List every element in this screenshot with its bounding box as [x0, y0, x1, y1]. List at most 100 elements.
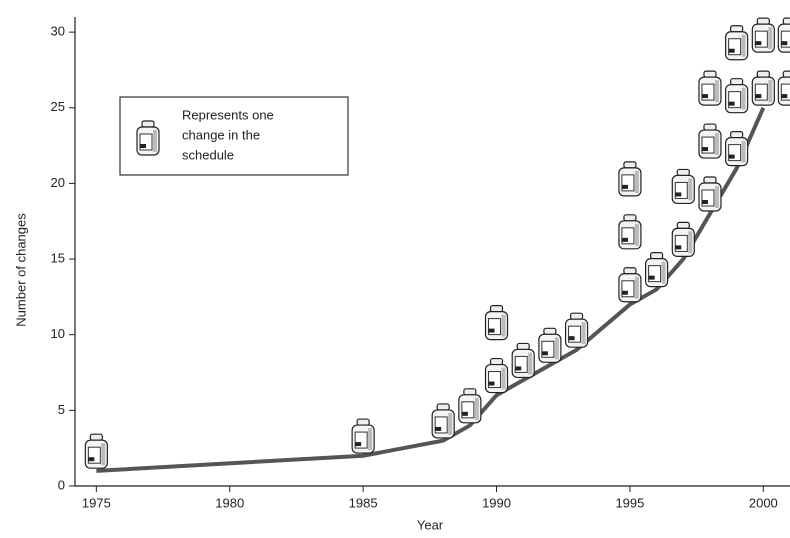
vial: [618, 161, 642, 197]
vial: [725, 78, 749, 114]
vial: [645, 252, 669, 288]
vial: [751, 70, 775, 106]
vial-cap: [703, 176, 717, 184]
vial-cap: [569, 312, 584, 320]
vial-band: [488, 328, 495, 333]
vial-cap: [756, 70, 770, 78]
vial: [511, 342, 535, 379]
vial-label: [780, 83, 790, 101]
vial: [618, 267, 642, 303]
vial-band: [781, 94, 788, 99]
vial-cap: [676, 221, 690, 229]
vial-band: [488, 381, 495, 386]
vial-shade: [768, 27, 773, 50]
x-tick-label: 1985: [349, 495, 378, 510]
x-tick-label: 1990: [482, 495, 511, 510]
vial: [698, 123, 722, 159]
vial-band: [355, 442, 362, 447]
vial-band: [755, 94, 762, 99]
vial-label: [780, 30, 790, 48]
vial-cap: [516, 342, 530, 351]
vial-band: [701, 147, 708, 152]
vial: [671, 168, 695, 205]
vial: [777, 17, 790, 53]
vial: [751, 17, 775, 53]
vial-band: [435, 426, 442, 431]
vial-cap: [89, 433, 103, 441]
legend-text: change in the: [182, 127, 260, 142]
vial-band: [568, 336, 575, 341]
vial-shade: [714, 80, 719, 103]
y-tick-label: 25: [51, 99, 65, 114]
legend-text: schedule: [182, 147, 234, 162]
vial: [725, 25, 749, 61]
vial-shade: [501, 367, 506, 390]
y-tick-label: 15: [51, 251, 65, 266]
legend-text: Represents one: [182, 107, 274, 122]
vial: [458, 388, 482, 424]
vial-band: [461, 411, 468, 416]
vial-band: [675, 192, 682, 197]
vial: [698, 70, 722, 106]
vial-cap: [436, 403, 450, 411]
vial-shade: [688, 178, 693, 201]
y-axis-label: Number of changes: [13, 213, 28, 327]
vial-cap: [676, 168, 690, 177]
vial-band: [140, 144, 146, 148]
vial-band: [701, 94, 708, 99]
vial-cap: [623, 161, 637, 169]
vial-shade: [661, 261, 666, 284]
vial-cap: [703, 70, 717, 78]
vial-band: [728, 101, 735, 106]
vial-cap: [489, 357, 504, 366]
vial-shade: [368, 428, 373, 451]
vial-band: [621, 290, 628, 295]
vial: [484, 357, 509, 394]
vial-shade: [153, 130, 157, 152]
vial-band: [515, 366, 522, 371]
vial-band: [781, 41, 788, 46]
y-tick-label: 30: [51, 24, 65, 39]
x-axis-label: Year: [417, 517, 444, 532]
x-tick-label: 2000: [749, 495, 778, 510]
vial-shade: [741, 140, 746, 163]
vial-shade: [634, 276, 639, 299]
vial-band: [648, 275, 655, 280]
vial-shade: [634, 223, 639, 246]
vial-band: [728, 48, 735, 53]
x-tick-label: 1980: [215, 495, 244, 510]
vial-shade: [714, 133, 719, 156]
vial-cap: [730, 131, 744, 139]
vial-shade: [768, 80, 773, 103]
x-tick-label: 1995: [615, 495, 644, 510]
vial: [84, 433, 108, 469]
x-tick-label: 1975: [82, 495, 111, 510]
vial-cap: [782, 70, 790, 78]
vial-cap: [756, 17, 770, 25]
vial-shade: [528, 352, 533, 375]
vial-cap: [141, 120, 155, 128]
legend-vial: [136, 120, 160, 156]
vial-shade: [581, 322, 586, 345]
vial-shade: [101, 443, 106, 466]
vial-cap: [623, 267, 637, 275]
vial: [351, 418, 375, 454]
vial-band: [728, 154, 735, 159]
vial-band: [675, 245, 682, 250]
vial-band: [755, 41, 762, 46]
vial-shade: [501, 314, 506, 337]
vial-cap: [543, 327, 557, 335]
vial-shade: [554, 337, 559, 360]
vial-cap: [623, 214, 637, 222]
vial-shade: [688, 231, 693, 254]
vial: [431, 403, 455, 439]
vial: [484, 305, 509, 341]
vial: [564, 312, 589, 348]
vial-cap: [703, 123, 717, 131]
vial: [698, 176, 722, 212]
vial-cap: [730, 25, 744, 33]
vial-shade: [741, 34, 746, 57]
vial-cap: [489, 305, 504, 313]
vial-shade: [448, 412, 453, 435]
